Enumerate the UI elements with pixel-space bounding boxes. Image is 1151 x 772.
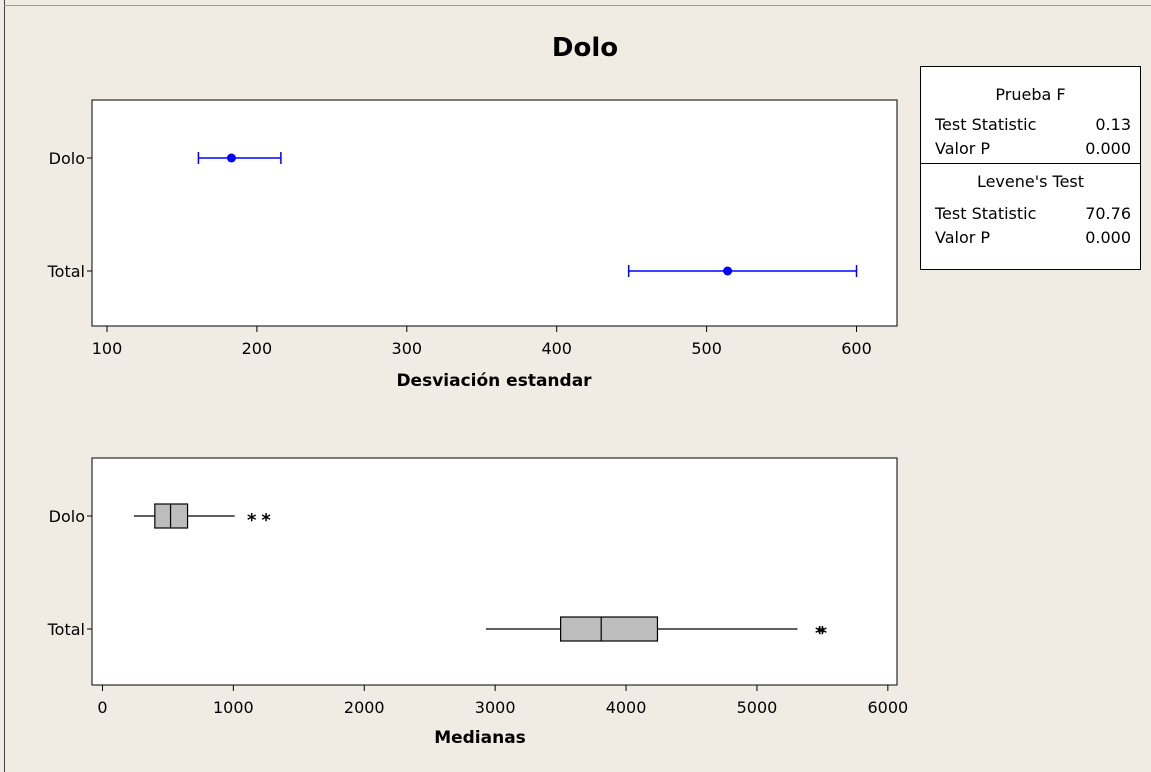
f-test-statistic-row: Test Statistic 0.13 — [921, 113, 1140, 137]
levene-test-title: Levene's Test — [976, 172, 1085, 191]
stdev-interval-marks — [197, 152, 858, 277]
levene-statistic-row: Test Statistic 70.76 — [921, 202, 1140, 226]
x-tick-label: 0 — [97, 698, 107, 717]
outlier-marker: * — [261, 510, 271, 531]
outlier-marker: * — [818, 623, 828, 644]
boxplot-marks: * *** — [133, 503, 828, 644]
x-tick-label: 400 — [541, 339, 572, 358]
x-tick-label: 600 — [841, 339, 872, 358]
levene-p-value-value: 0.000 — [1085, 228, 1131, 247]
x-tick-label: 6000 — [867, 698, 908, 717]
f-test-title: Prueba F — [995, 85, 1066, 104]
stdev-x-axis-label: Desviación estandar — [396, 371, 592, 391]
f-test-statistic-value: 0.13 — [1095, 115, 1131, 134]
interval-estimate-point — [226, 153, 236, 163]
f-test-p-value-value: 0.000 — [1085, 139, 1131, 158]
box-iqr — [560, 616, 659, 642]
y-category-label: Total — [47, 262, 85, 281]
f-test-p-value-row: Valor P 0.000 — [921, 137, 1140, 161]
x-tick-label: 2000 — [344, 698, 385, 717]
stdev-x-axis: 100 200 300 400 500 600 — [92, 326, 872, 358]
stdev-plot-area — [91, 99, 898, 327]
x-tick-label: 200 — [242, 339, 273, 358]
levene-p-value-label: Valor P — [935, 228, 991, 247]
interval-estimate-point — [723, 266, 733, 276]
x-tick-label: 100 — [92, 339, 123, 358]
x-tick-label: 500 — [691, 339, 722, 358]
stdev-interval-panel: 100 200 300 400 500 600 Dolo Total Desviación … — [47, 99, 898, 391]
test-statistics-box: Prueba F Test Statistic 0.13 Valor P 0.0… — [920, 66, 1141, 270]
y-category-label: Dolo — [49, 507, 85, 526]
x-tick-label: 4000 — [606, 698, 647, 717]
levene-statistic-value: 70.76 — [1085, 204, 1131, 223]
boxplot-category-axis: Dolo Total — [47, 507, 92, 639]
y-category-label: Total — [47, 620, 85, 639]
boxplot-plot-area — [91, 457, 898, 686]
f-test-statistic-label: Test Statistic — [935, 115, 1037, 134]
levene-p-value-row: Valor P 0.000 — [921, 226, 1140, 250]
x-tick-label: 1000 — [213, 698, 254, 717]
window-top-border — [4, 5, 1151, 6]
box-iqr — [154, 503, 189, 529]
levene-statistic-label: Test Statistic — [935, 204, 1037, 223]
window-left-border — [4, 0, 5, 772]
stats-divider — [921, 163, 1140, 164]
y-category-label: Dolo — [49, 149, 85, 168]
chart-title: Dolo — [552, 33, 618, 63]
x-tick-label: 300 — [392, 339, 423, 358]
f-test-p-value-label: Valor P — [935, 139, 991, 158]
x-tick-label: 3000 — [475, 698, 516, 717]
stdev-category-axis: Dolo Total — [47, 149, 92, 281]
boxplot-x-axis-label: Medianas — [434, 728, 526, 748]
outlier-marker: * — [247, 510, 257, 531]
x-tick-label: 5000 — [737, 698, 778, 717]
outlier-marker: * — [815, 623, 825, 644]
boxplot-x-axis: 0 1000 2000 3000 4000 5000 6000 — [97, 685, 908, 717]
